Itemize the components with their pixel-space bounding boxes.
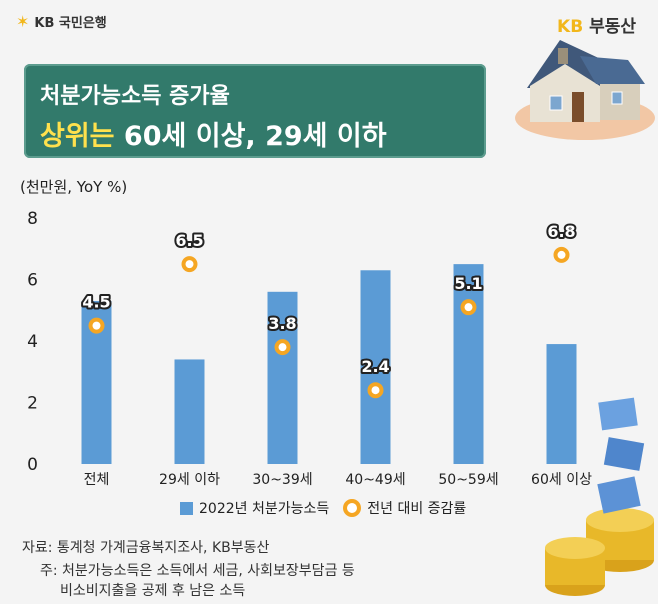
y-tick-label: 2 xyxy=(27,394,38,414)
dot-4 xyxy=(460,299,477,316)
brand-kb: KB xyxy=(557,17,584,37)
bar-2 xyxy=(267,291,298,464)
x-axis: 전체 29세 이하 30~39세 40~49세 50~59세 60세 이상 xyxy=(84,472,592,488)
legend-label-dot: 전년 대비 증감률 xyxy=(367,501,467,517)
note-line1: 주: 처분가능소득은 소득에서 세금, 사회보장부담금 등 xyxy=(40,563,355,579)
legend-swatch-bar xyxy=(180,501,193,515)
y-tick-label: 8 xyxy=(27,209,38,229)
dot-label-4: 5.1 xyxy=(454,274,482,293)
y-tick-label: 4 xyxy=(27,332,38,352)
title-line1: 처분가능소득 증가율 xyxy=(40,84,230,109)
dot-label-0: 4.5 xyxy=(82,293,110,312)
kb-bank-logo: ✶ KB 국민은행 xyxy=(16,12,107,31)
y-tick-label: 6 xyxy=(27,271,38,291)
star-icon: ✶ xyxy=(16,11,30,31)
x-tick-label: 전체 xyxy=(84,472,110,488)
legend-item-dot: 전년 대비 증감률 xyxy=(343,498,466,518)
legend-item-bar: 2022년 처분가능소득 xyxy=(180,498,329,518)
kb-realestate-logo: KB 부동산 xyxy=(557,12,636,37)
legend-swatch-dot xyxy=(343,499,362,517)
house-hand-illustration xyxy=(515,40,655,140)
dot-label-3: 2.4 xyxy=(361,357,389,376)
bank-name: KB 국민은행 xyxy=(34,16,107,31)
x-tick-label: 40~49세 xyxy=(345,472,405,488)
note-line2: 비소비지출을 공제 후 남은 소득 xyxy=(60,583,246,599)
title-box: 처분가능소득 증가율 상위는 60세 이상, 29세 이하 xyxy=(24,64,486,158)
dot-5 xyxy=(553,246,570,263)
dot-2 xyxy=(274,339,291,356)
y-tick-label: 0 xyxy=(27,455,38,475)
bar-1 xyxy=(174,359,205,464)
source-text: 자료: 통계청 가계금융복지조사, KB부동산 xyxy=(22,540,270,556)
bar-4 xyxy=(453,264,484,464)
dot-3 xyxy=(367,382,384,399)
bar-3 xyxy=(360,270,391,464)
x-tick-label: 60세 이상 xyxy=(531,472,592,488)
dot-label-2: 3.8 xyxy=(268,314,296,333)
title-line2: 상위는 60세 이상, 29세 이하 xyxy=(40,114,387,153)
brand-rest: 부동산 xyxy=(583,17,636,37)
x-tick-label: 29세 이하 xyxy=(159,472,220,488)
x-tick-label: 30~39세 xyxy=(252,472,312,488)
dot-0 xyxy=(88,317,105,334)
legend: 2022년 처분가능소득 전년 대비 증감률 xyxy=(180,498,466,518)
y-axis: 0 2 4 6 8 xyxy=(27,209,38,475)
x-tick-label: 50~59세 xyxy=(438,472,498,488)
coins-houses-illustration xyxy=(545,397,654,596)
dots: 4.5 6.5 3.8 2.4 5.1 6.8 xyxy=(80,220,578,399)
legend-label-bar: 2022년 처분가능소득 xyxy=(199,501,330,517)
title-rest: 60세 이상, 29세 이하 xyxy=(114,121,387,152)
title-highlight: 상위는 xyxy=(40,121,115,152)
dot-1 xyxy=(181,256,198,273)
bars xyxy=(81,264,577,464)
dot-label-5: 6.8 xyxy=(547,222,575,241)
dot-label-1: 6.5 xyxy=(175,231,203,250)
bar-5 xyxy=(546,344,577,464)
unit-label: (천만원, YoY %) xyxy=(20,178,128,196)
